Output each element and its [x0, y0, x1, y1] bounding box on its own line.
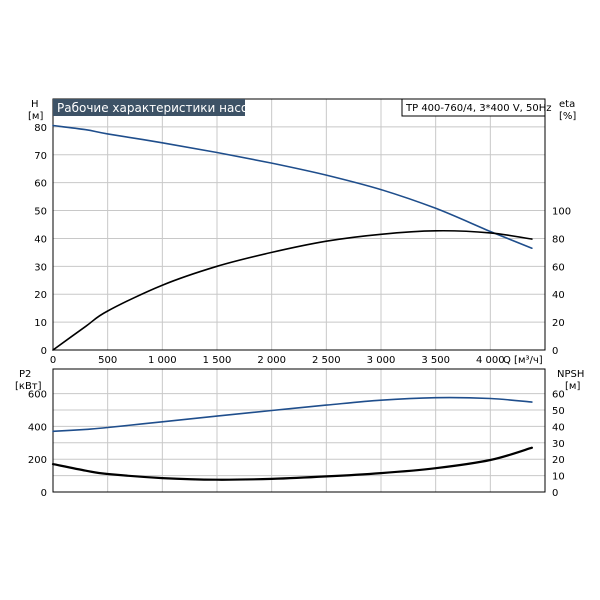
upper-right-axis-label: eta — [559, 99, 575, 110]
chart-title-background — [53, 99, 245, 116]
lower-left-tick-label: 400 — [28, 422, 47, 433]
x-tick-label: 0 — [50, 355, 56, 366]
series-line-npsh — [51, 446, 533, 481]
lower-right-tick-label: 40 — [552, 422, 565, 433]
lower-left-tick-label: 200 — [28, 455, 47, 466]
x-tick-label: 3 000 — [367, 355, 396, 366]
upper-gridlines — [53, 99, 545, 350]
upper-left-tick-label: 60 — [34, 179, 47, 190]
series-line-h — [52, 124, 533, 249]
lower-left-tick-label: 0 — [41, 488, 47, 499]
lower-tick-labels: 0 200 400 600 0 10 20 30 40 50 60 — [28, 390, 565, 499]
lower-left-axis-label: P2 — [19, 369, 31, 380]
lower-left-tick-label: 600 — [28, 390, 47, 401]
lower-right-axis-label: NPSH — [557, 369, 584, 380]
upper-left-tick-label: 40 — [34, 234, 47, 245]
x-tick-label: 2 500 — [312, 355, 341, 366]
lower-gridlines — [53, 369, 545, 492]
upper-right-tick-label: 60 — [552, 262, 565, 273]
upper-plot-frame — [52, 98, 546, 351]
lower-right-tick-label: 10 — [552, 472, 565, 483]
upper-left-tick-label: 70 — [34, 151, 47, 162]
series-line-eta — [52, 229, 533, 351]
upper-left-tick-label: 20 — [34, 290, 47, 301]
lower-right-axis-unit: [м] — [565, 381, 580, 392]
x-tick-label: 1 000 — [148, 355, 177, 366]
lower-left-axis-unit: [кВт] — [15, 381, 42, 392]
lower-right-tick-label: 50 — [552, 406, 565, 417]
lower-plot-frame — [52, 368, 546, 493]
upper-right-tick-label: 0 — [552, 346, 558, 357]
lower-right-tick-label: 60 — [552, 390, 565, 401]
upper-left-axis-unit: [м] — [28, 111, 43, 122]
upper-left-tick-label: 10 — [34, 318, 47, 329]
x-tick-label: 500 — [98, 355, 117, 366]
upper-tick-labels: 0 500 1 000 1 500 2 000 2 500 3 000 3 500 4 0000… — [34, 123, 571, 366]
upper-right-tick-label: 40 — [552, 290, 565, 301]
x-axis-label: Q [м³/ч] — [503, 355, 543, 366]
upper-left-tick-label: 50 — [34, 207, 47, 218]
upper-left-tick-label: 0 — [41, 346, 47, 357]
upper-right-tick-label: 100 — [552, 207, 571, 218]
x-tick-label: 1 500 — [203, 355, 232, 366]
series-line-p2 — [52, 396, 533, 433]
x-tick-label: 4 000 — [476, 355, 505, 366]
x-tick-label: 3 500 — [421, 355, 450, 366]
lower-right-tick-label: 30 — [552, 439, 565, 450]
model-label: TP 400-760/4, 3*400 V, 50Hz — [405, 103, 552, 114]
upper-left-axis-label: H — [31, 99, 39, 110]
upper-left-tick-label: 30 — [34, 262, 47, 273]
lower-right-tick-label: 20 — [552, 455, 565, 466]
chart-title: Рабочие характеристики насоса — [57, 101, 262, 115]
upper-right-tick-label: 80 — [552, 234, 565, 245]
x-tick-label: 2 000 — [257, 355, 286, 366]
lower-right-tick-label: 0 — [552, 488, 558, 499]
upper-right-tick-label: 20 — [552, 318, 565, 329]
model-label-box — [401, 98, 546, 117]
series-layer — [51, 124, 533, 481]
upper-right-axis-unit: [%] — [559, 111, 576, 122]
upper-left-tick-label: 80 — [34, 123, 47, 134]
